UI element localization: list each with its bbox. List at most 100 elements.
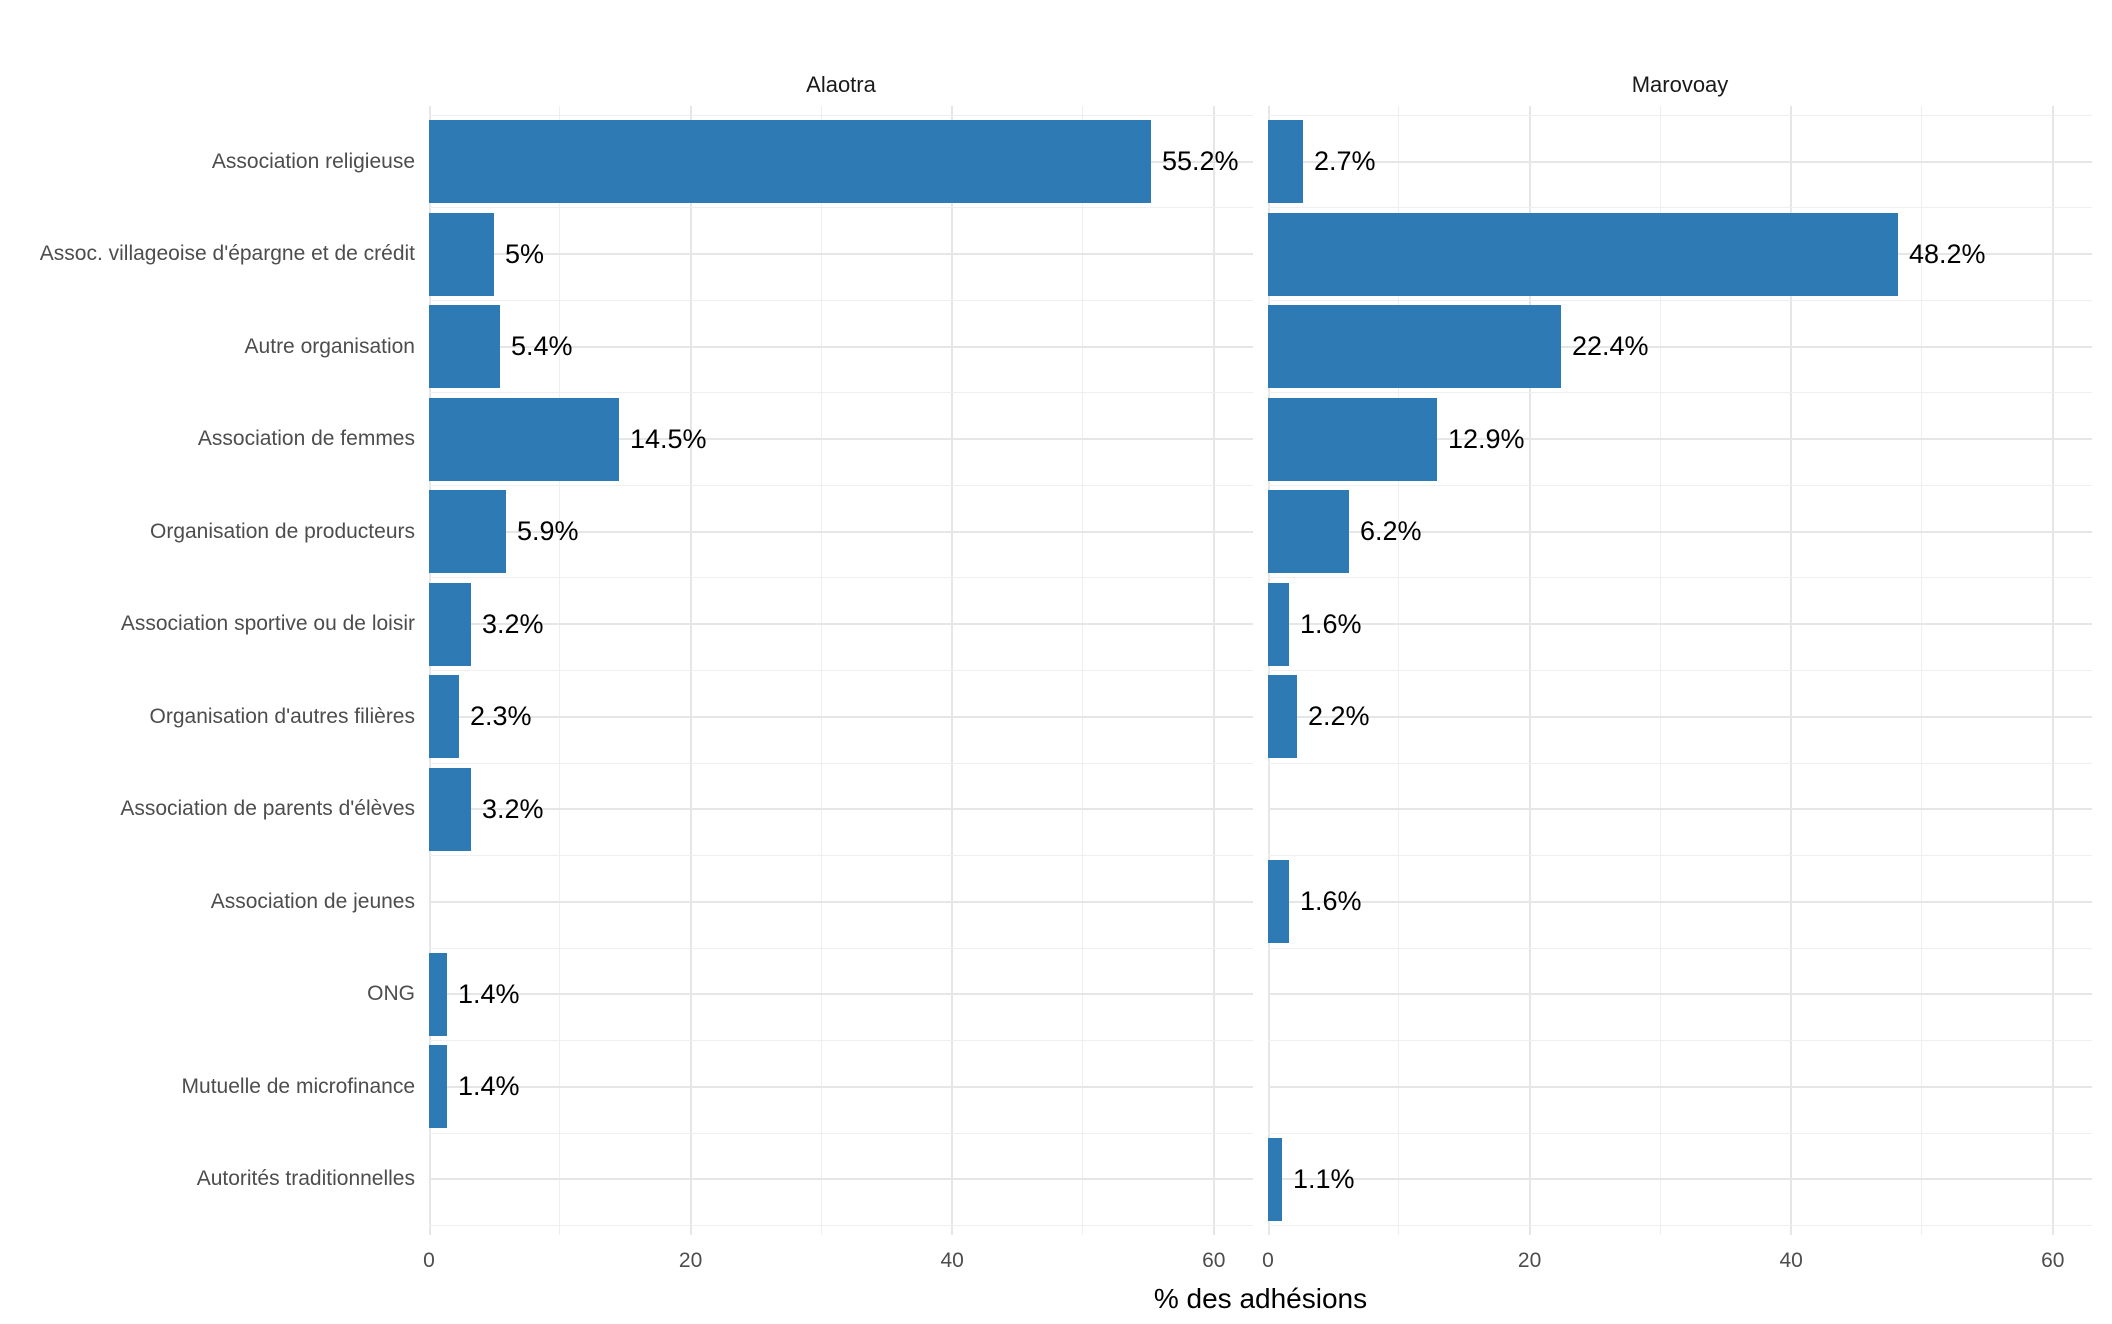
gridline-major-horizontal [1268, 808, 2092, 811]
bar [1268, 490, 1349, 573]
bar [1268, 860, 1289, 943]
gridline-major-horizontal [429, 1178, 1253, 1181]
bar-value-label: 1.6% [1300, 886, 1362, 916]
category-label: Association de jeunes [210, 889, 415, 913]
category-label: Association religieuse [211, 149, 415, 173]
gridline-minor-horizontal [429, 577, 1253, 579]
bar-value-label: 3.2% [482, 794, 544, 824]
gridline-minor-horizontal [429, 207, 1253, 209]
gridline-minor-horizontal [1268, 484, 2092, 486]
bar-value-label: 48.2% [1909, 239, 1986, 269]
gridline-minor-horizontal [429, 114, 1253, 116]
bar-value-label: 2.7% [1314, 146, 1376, 176]
bar-value-label: 5.4% [511, 331, 573, 361]
gridline-major-horizontal [429, 530, 1253, 533]
bar [1268, 398, 1437, 481]
bar-value-label: 2.3% [470, 701, 532, 731]
gridline-major-horizontal [1268, 160, 2092, 163]
x-tick-label: 0 [423, 1249, 435, 1272]
gridline-major-horizontal [429, 715, 1253, 718]
gridline-minor-horizontal [1268, 392, 2092, 394]
x-tick-label: 60 [2041, 1249, 2065, 1272]
x-tick-label: 40 [1779, 1249, 1803, 1272]
gridline-minor-horizontal [429, 484, 1253, 486]
bar-value-label: 1.4% [458, 1071, 520, 1101]
gridline-major-horizontal [429, 993, 1253, 996]
gridline-major-horizontal [1268, 530, 2092, 533]
gridline-major-horizontal [1268, 900, 2092, 903]
gridline-major-horizontal [1268, 1178, 2092, 1181]
gridline-minor-horizontal [429, 670, 1253, 671]
bar [1268, 305, 1561, 388]
x-tick-label: 40 [940, 1249, 964, 1272]
facet-title-marovoay: Marovoay [1631, 72, 1729, 97]
gridline-major-horizontal [429, 1085, 1253, 1088]
gridline-minor-horizontal [1268, 762, 2092, 764]
x-tick-label: 0 [1262, 1249, 1274, 1272]
gridline-minor-horizontal [429, 855, 1253, 857]
bar [1268, 213, 1898, 296]
category-label: Association sportive ou de loisir [120, 612, 415, 636]
bar-value-label: 5% [505, 239, 545, 269]
bar [429, 120, 1151, 203]
x-tick-label: 20 [678, 1249, 703, 1272]
category-label: Assoc. villageoise d'épargne et de crédi… [39, 242, 415, 266]
bar-value-label: 1.6% [1300, 609, 1362, 639]
gridline-minor-horizontal [1268, 299, 2092, 301]
bar [429, 1045, 447, 1128]
gridline-minor-horizontal [429, 762, 1253, 764]
gridline-major-horizontal [1268, 623, 2092, 626]
bar [429, 768, 471, 851]
bar [429, 398, 619, 481]
bar-value-label: 5.9% [517, 516, 579, 546]
bar [429, 953, 447, 1036]
gridline-major-horizontal [429, 345, 1253, 348]
category-label: Organisation de producteurs [150, 519, 415, 543]
category-label: Mutuelle de microfinance [181, 1074, 415, 1098]
gridline-major-horizontal [1268, 715, 2092, 718]
bar [429, 675, 459, 758]
gridline-major-horizontal [1268, 438, 2092, 441]
x-tick-label: 20 [1517, 1249, 1542, 1272]
bar [429, 305, 500, 388]
bar [429, 490, 506, 573]
facet-panel-alaotra: 55.2% 5% 5.4% 14.5% 5.9% 3.2% 2.3% 3.2% 1.4% 1.4% [429, 106, 1253, 1235]
gridline-minor-horizontal [1268, 670, 2092, 671]
bar-value-label: 14.5% [630, 424, 707, 454]
facet-title-alaotra: Alaotra [806, 72, 876, 97]
category-label: Association de femmes [197, 427, 415, 451]
gridline-minor-horizontal [429, 1132, 1253, 1134]
gridline-minor-horizontal [429, 1040, 1253, 1042]
gridline-major-horizontal [429, 808, 1253, 811]
gridline-major-horizontal [429, 438, 1253, 441]
bar-value-label: 12.9% [1448, 424, 1525, 454]
gridline-major-horizontal [1268, 345, 2092, 348]
gridline-minor-horizontal [429, 392, 1253, 394]
x-tick-label: 60 [1202, 1249, 1226, 1272]
bar [429, 583, 471, 666]
bar [429, 213, 494, 296]
bar-value-label: 55.2% [1162, 146, 1239, 176]
bar-value-label: 1.1% [1293, 1164, 1355, 1194]
x-axis-title: % des adhésions [1153, 1283, 1368, 1314]
gridline-minor-horizontal [1268, 1040, 2092, 1042]
category-label: Association de parents d'élèves [120, 797, 415, 821]
gridline-major-horizontal [429, 900, 1253, 903]
gridline-minor-horizontal [1268, 1132, 2092, 1134]
gridline-minor-horizontal [1268, 1225, 2092, 1227]
gridline-minor-horizontal [1268, 577, 2092, 579]
bar-value-label: 3.2% [482, 609, 544, 639]
bar [1268, 675, 1297, 758]
bar [1268, 1138, 1282, 1221]
category-label: Autorités traditionnelles [196, 1167, 415, 1191]
gridline-minor-horizontal [429, 947, 1253, 949]
bar-value-label: 22.4% [1572, 331, 1649, 361]
category-label: Autre organisation [244, 334, 415, 358]
bar-value-label: 2.2% [1308, 701, 1370, 731]
gridline-minor-horizontal [1268, 207, 2092, 209]
gridline-minor-horizontal [429, 299, 1253, 301]
bar-value-label: 1.4% [458, 979, 520, 1009]
category-label: ONG [367, 982, 415, 1006]
gridline-major-horizontal [429, 253, 1253, 256]
